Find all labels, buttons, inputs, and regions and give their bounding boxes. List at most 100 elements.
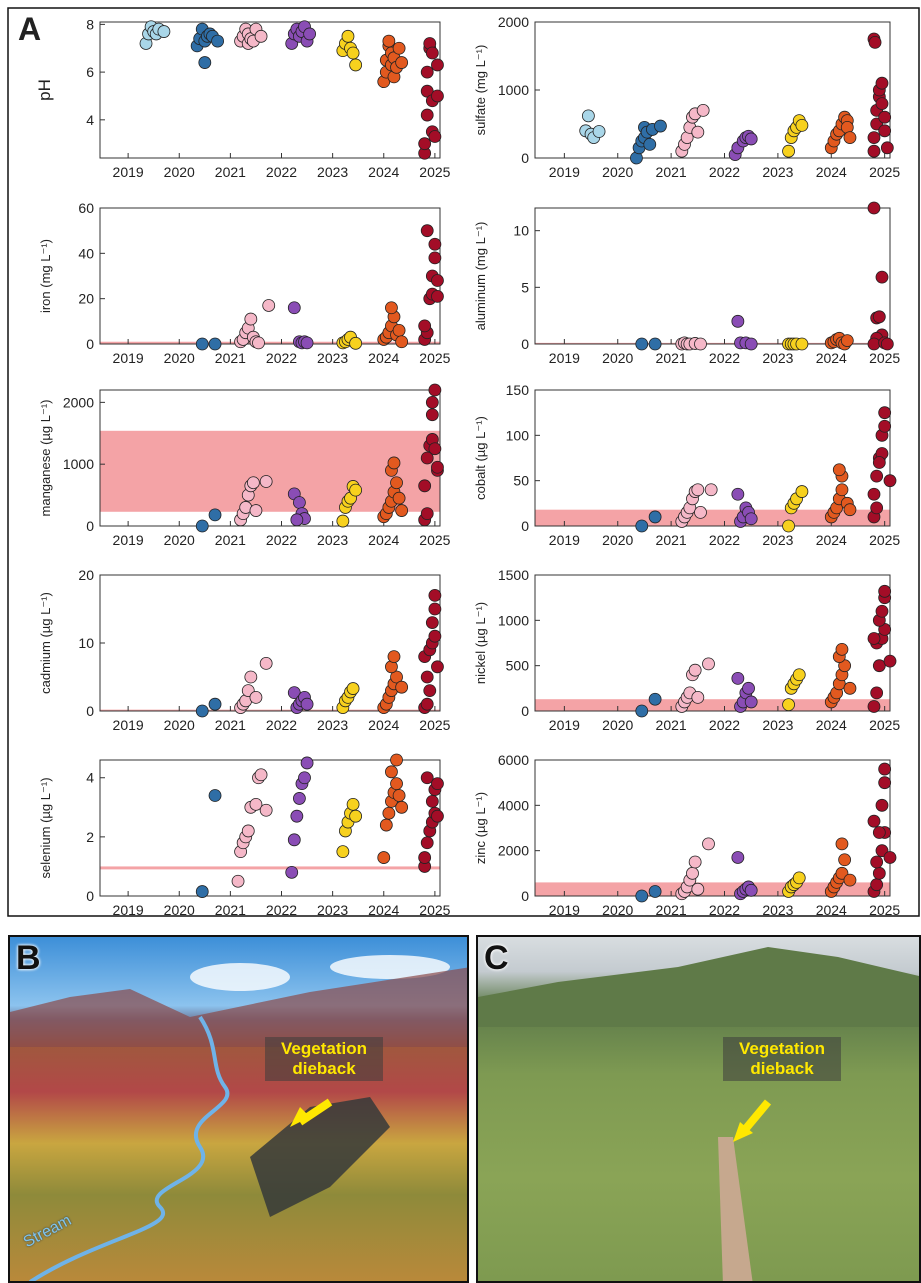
- data-point: [421, 66, 433, 78]
- y-tick-label: 60: [78, 200, 94, 216]
- data-point: [876, 98, 888, 110]
- y-tick-label: 500: [506, 658, 530, 674]
- threshold-band: [100, 866, 440, 869]
- data-point: [209, 509, 221, 521]
- data-point: [212, 35, 224, 47]
- photo-b-art: [10, 937, 469, 1283]
- data-point: [636, 520, 648, 532]
- y-axis-label: aluminum (mg L⁻¹): [473, 222, 488, 331]
- x-tick-label: 2024: [816, 350, 847, 366]
- x-tick-label: 2020: [164, 164, 195, 180]
- data-point: [396, 336, 408, 348]
- data-point: [692, 484, 704, 496]
- data-point: [293, 497, 305, 509]
- x-tick-label: 2022: [709, 532, 740, 548]
- y-tick-label: 1000: [63, 456, 94, 472]
- plot-frame: [535, 208, 890, 344]
- y-tick-label: 4: [86, 112, 94, 128]
- data-point: [431, 778, 443, 790]
- data-point: [419, 138, 431, 150]
- data-point: [419, 480, 431, 492]
- y-tick-label: 150: [506, 382, 530, 398]
- y-tick-label: 1000: [498, 82, 529, 98]
- data-point: [876, 799, 888, 811]
- x-tick-label: 2019: [549, 902, 580, 918]
- photo-b: B Vegetation dieback Stream: [8, 935, 469, 1283]
- data-point: [350, 810, 362, 822]
- data-point: [291, 514, 303, 526]
- data-point: [196, 338, 208, 350]
- y-tick-label: 40: [78, 245, 94, 261]
- data-point: [694, 506, 706, 518]
- panel-label: A: [18, 11, 41, 47]
- data-point: [350, 59, 362, 71]
- data-point: [654, 120, 666, 132]
- x-tick-label: 2021: [656, 532, 687, 548]
- data-point: [796, 486, 808, 498]
- data-point: [263, 299, 275, 311]
- y-tick-label: 5: [521, 279, 529, 295]
- data-point: [391, 477, 403, 489]
- x-tick-label: 2019: [549, 350, 580, 366]
- data-point: [232, 875, 244, 887]
- x-tick-label: 2020: [164, 532, 195, 548]
- y-tick-label: 1500: [498, 567, 529, 583]
- y-axis-label: pH: [35, 79, 54, 101]
- x-tick-label: 2023: [762, 902, 793, 918]
- data-point: [388, 651, 400, 663]
- data-point: [426, 47, 438, 59]
- data-point: [745, 696, 757, 708]
- data-point: [250, 691, 262, 703]
- data-point: [871, 502, 883, 514]
- photo-label: B: [16, 939, 41, 978]
- data-point: [649, 511, 661, 523]
- data-point: [429, 630, 441, 642]
- data-point: [694, 338, 706, 350]
- data-point: [844, 874, 856, 886]
- data-point: [783, 520, 795, 532]
- annotation: Vegetation dieback: [265, 1037, 383, 1081]
- annotation: Vegetation dieback: [723, 1037, 841, 1081]
- data-point: [255, 769, 267, 781]
- data-point: [868, 132, 880, 144]
- data-point: [841, 335, 853, 347]
- data-point: [836, 838, 848, 850]
- y-tick-label: 0: [86, 703, 94, 719]
- x-tick-label: 2020: [602, 717, 633, 733]
- y-axis-label: manganese (µg L⁻¹): [38, 400, 53, 517]
- y-tick-label: 6: [86, 64, 94, 80]
- data-point: [383, 807, 395, 819]
- y-tick-label: 0: [521, 888, 529, 904]
- x-tick-label: 2021: [215, 532, 246, 548]
- x-tick-label: 2023: [317, 717, 348, 733]
- x-tick-label: 2025: [869, 350, 900, 366]
- y-tick-label: 0: [86, 518, 94, 534]
- data-point: [649, 885, 661, 897]
- data-point: [705, 484, 717, 496]
- y-tick-label: 0: [86, 336, 94, 352]
- data-point: [396, 505, 408, 517]
- y-tick-label: 2000: [498, 14, 529, 30]
- x-tick-label: 2025: [419, 350, 450, 366]
- y-axis-label: zinc (µg L⁻¹): [473, 792, 488, 864]
- data-point: [391, 778, 403, 790]
- data-point: [426, 617, 438, 629]
- data-point: [839, 854, 851, 866]
- x-tick-label: 2024: [368, 350, 399, 366]
- x-tick-label: 2020: [164, 350, 195, 366]
- x-tick-label: 2020: [164, 717, 195, 733]
- data-point: [702, 658, 714, 670]
- data-point: [396, 57, 408, 69]
- data-point: [431, 59, 443, 71]
- data-point: [342, 30, 354, 42]
- x-tick-label: 2025: [869, 902, 900, 918]
- data-point: [419, 852, 431, 864]
- x-tick-label: 2023: [317, 532, 348, 548]
- data-point: [421, 671, 433, 683]
- y-tick-label: 20: [78, 291, 94, 307]
- y-tick-label: 1000: [498, 612, 529, 628]
- data-point: [421, 508, 433, 520]
- data-point: [429, 238, 441, 250]
- y-axis-label: cadmium (µg L⁻¹): [38, 592, 53, 694]
- y-tick-label: 50: [513, 473, 529, 489]
